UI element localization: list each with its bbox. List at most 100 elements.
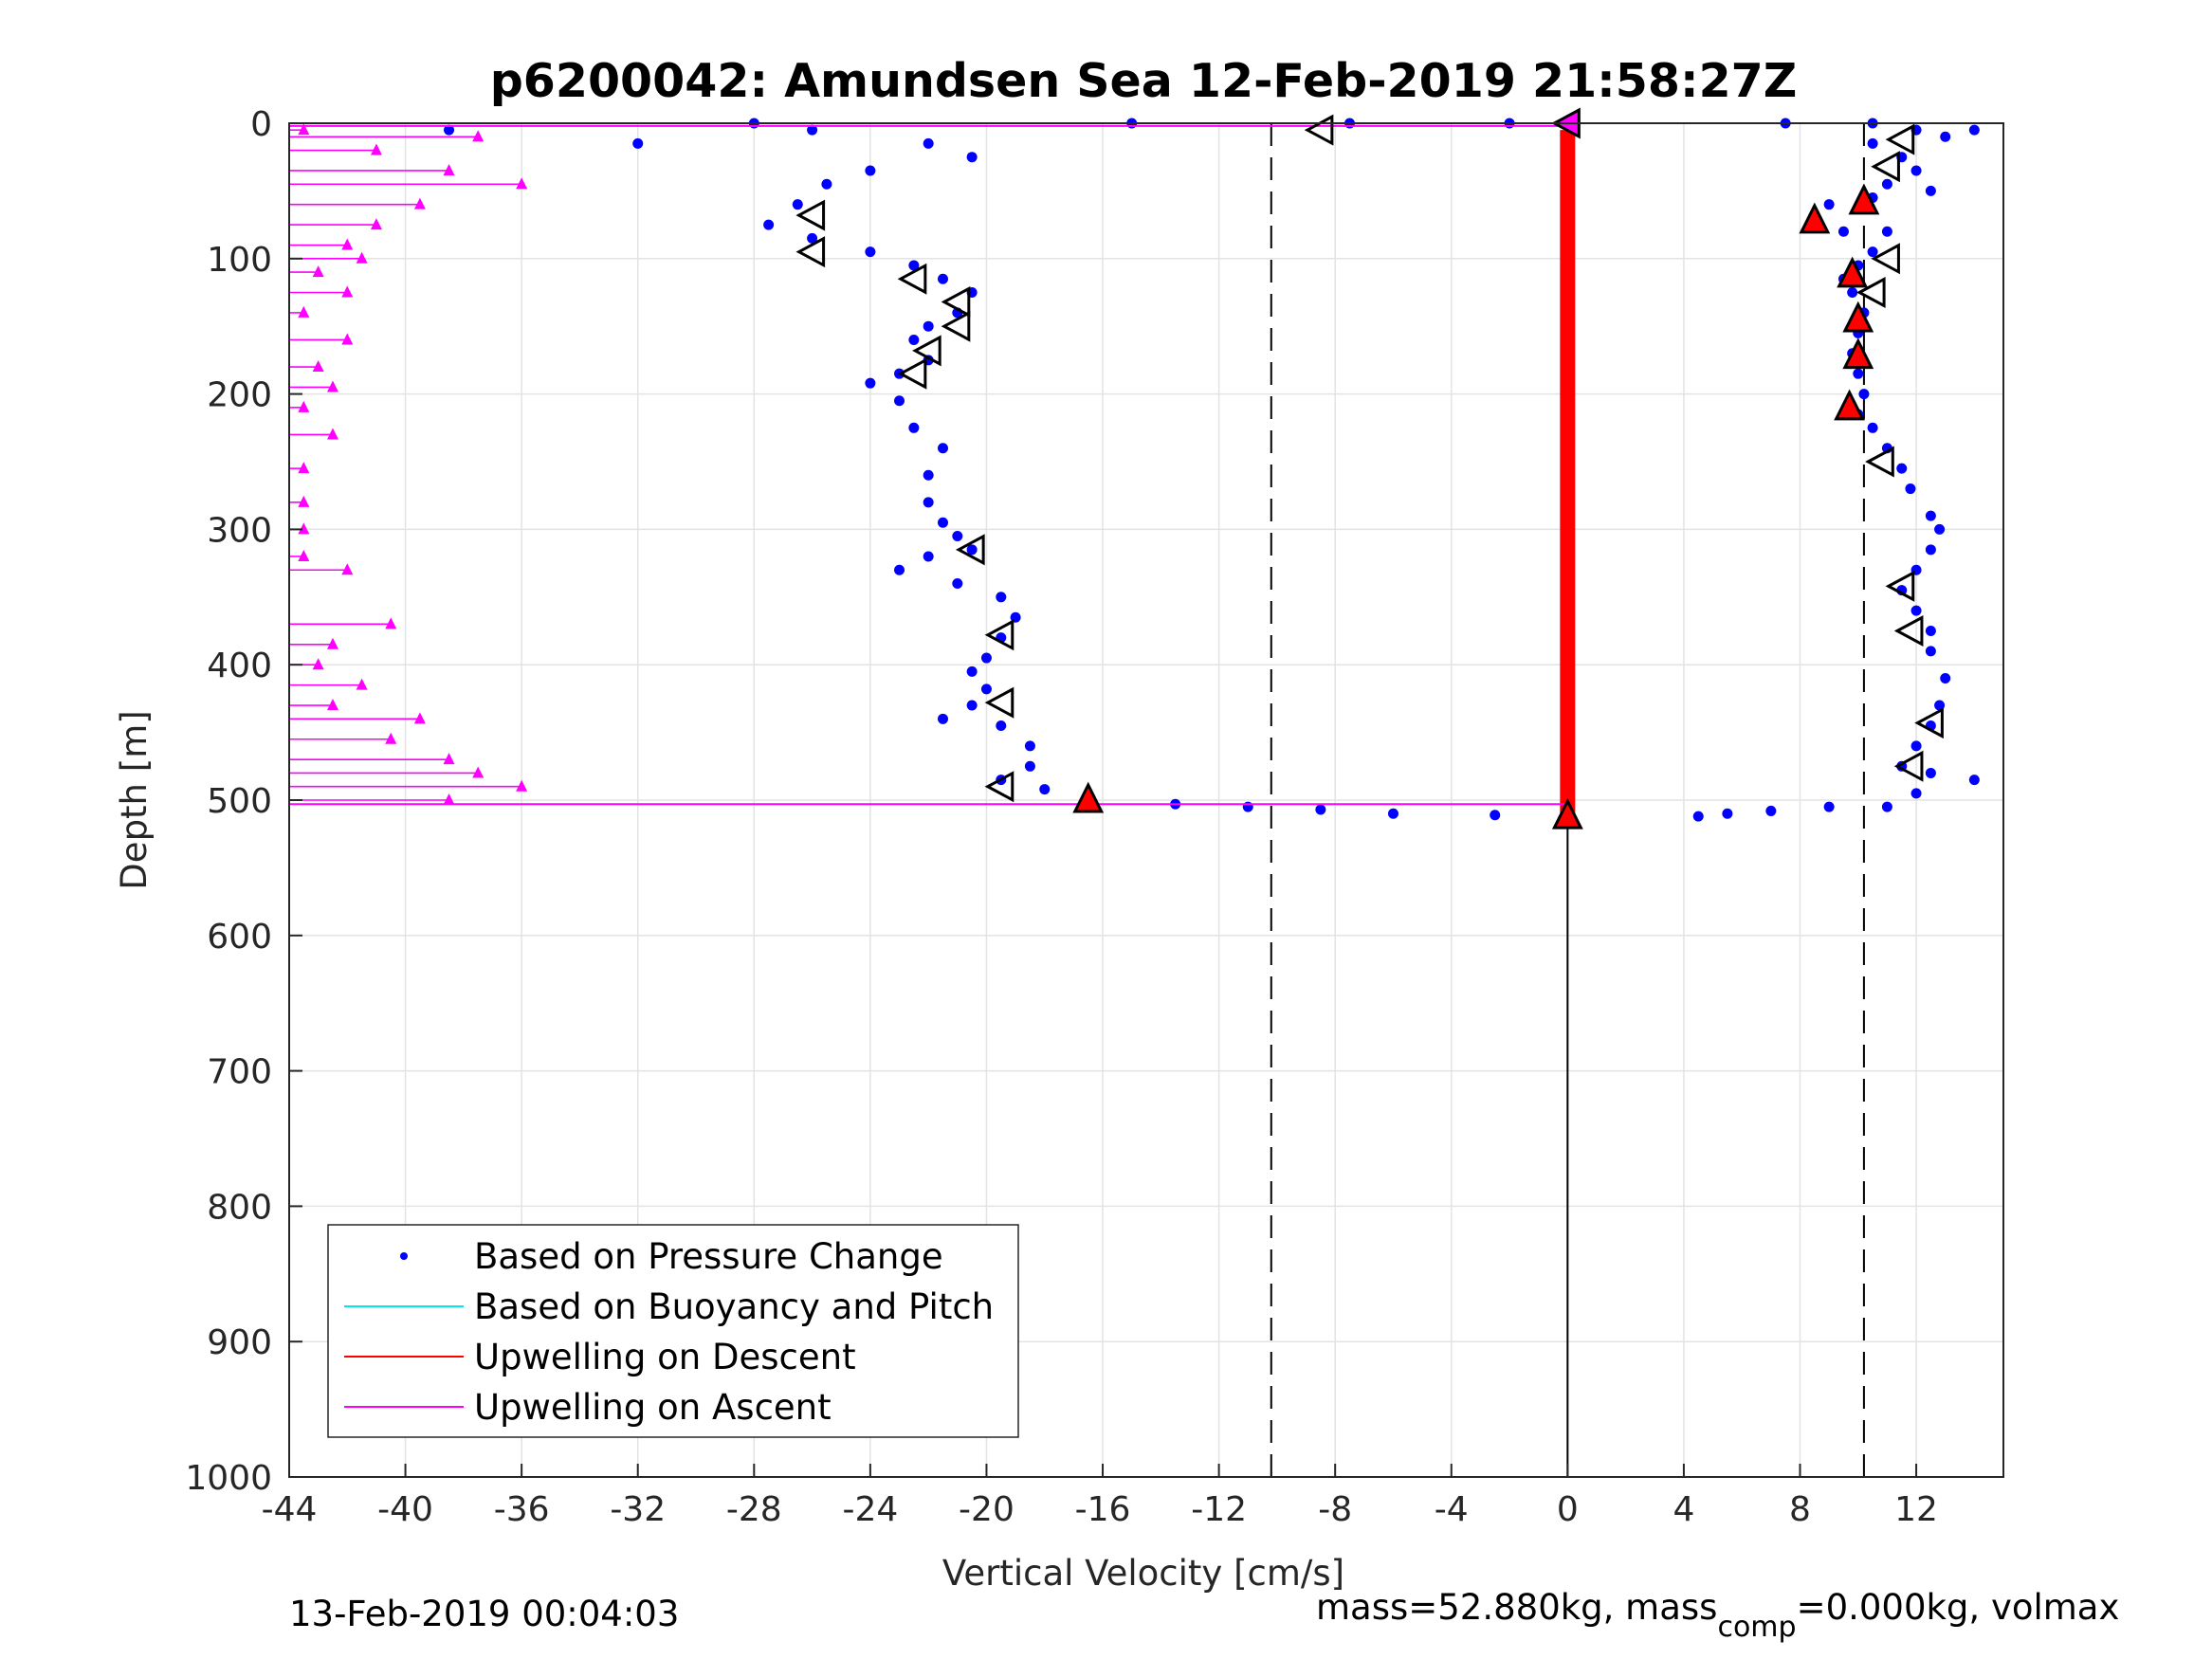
pressure-change-point	[923, 137, 934, 149]
pressure-change-point	[908, 334, 920, 345]
upwelling-ascent-point	[298, 305, 310, 318]
y-tick-label: 0	[250, 105, 272, 144]
upwelling-ascent-point	[516, 177, 528, 190]
pressure-change-point	[1867, 137, 1878, 149]
pressure-change-point	[821, 178, 832, 190]
pressure-change-point	[923, 551, 934, 562]
upwelling-ascent-point	[341, 333, 354, 345]
pressure-change-point	[1837, 226, 1849, 237]
upwelling-ascent-point	[370, 218, 382, 230]
pressure-change-point	[1934, 523, 1946, 535]
pressure-change-point	[923, 497, 934, 508]
pressure-change-point	[1896, 463, 1908, 474]
pressure-change-point	[792, 199, 803, 210]
pressure-change-point	[1024, 740, 1035, 752]
open-triangle-marker	[1865, 446, 1894, 478]
pressure-change-point	[1910, 788, 1922, 799]
y-axis-ticks: 0 100 200 300 400 500 600 700 800 900 1000	[185, 105, 302, 1498]
pressure-change-point	[1867, 246, 1878, 258]
pressure-change-point	[1925, 646, 1936, 657]
series-layer	[289, 118, 1980, 822]
x-tick-label: 4	[1673, 1490, 1694, 1529]
pressure-change-point	[1024, 760, 1035, 772]
filled-triangle-marker	[1551, 797, 1583, 830]
pressure-change-point	[1925, 626, 1936, 636]
x-tick-label: 0	[1557, 1490, 1579, 1529]
footer-timestamp: 13-Feb-2019 00:04:03	[289, 1594, 679, 1634]
legend-label-upwelling-ascent: Upwelling on Ascent	[474, 1387, 832, 1428]
upwelling-ascent-point	[413, 712, 426, 724]
upwelling-ascent-point	[298, 495, 310, 507]
pressure-change-point	[937, 713, 948, 724]
upwelling-ascent-point	[385, 732, 397, 744]
x-tick-label: -36	[494, 1490, 550, 1529]
legend: Based on Pressure Change Based on Buoyan…	[327, 1224, 1019, 1438]
pressure-change-point	[1940, 131, 1951, 142]
pressure-change-point	[966, 544, 978, 556]
footer-mass-suffix: =0.000kg, volmax	[1797, 1587, 2120, 1628]
upwelling-ascent-point	[298, 522, 310, 535]
open-triangle-marker	[941, 285, 971, 319]
open-triangle-marker	[1914, 707, 1944, 739]
filled-triangle-marker	[1842, 301, 1874, 333]
y-tick-label: 400	[207, 647, 272, 685]
pressure-change-point	[923, 320, 934, 332]
legend-label-pressure: Based on Pressure Change	[474, 1236, 943, 1277]
upwelling-ascent-point	[326, 699, 338, 711]
pressure-change-point	[865, 246, 876, 258]
footer-mass-prefix: mass=52.880kg, mass	[1316, 1587, 1717, 1628]
y-tick-label: 100	[207, 241, 272, 280]
x-tick-label: -20	[959, 1490, 1015, 1529]
upwelling-ascent-point	[341, 238, 354, 250]
filled-triangle-marker	[1837, 256, 1869, 288]
pressure-change-point	[908, 422, 920, 433]
chart-title: p6200042: Amundsen Sea 12-Feb-2019 21:58…	[490, 54, 1798, 108]
y-tick-label: 300	[207, 511, 272, 550]
x-tick-label: -12	[1191, 1490, 1247, 1529]
y-tick-label: 1000	[185, 1459, 272, 1498]
x-axis-ticks: -44 -40 -36 -32 -28 -24 -20 -16 -12 -8 -4 0 4 8 12	[262, 1464, 1938, 1529]
upwelling-ascent-point	[472, 130, 484, 142]
open-triangle-marker	[984, 619, 1015, 651]
upwelling-ascent-point	[413, 197, 426, 210]
pressure-change-point	[937, 273, 948, 284]
legend-label-upwelling-descent: Upwelling on Descent	[474, 1337, 856, 1377]
pressure-change-point	[1039, 784, 1051, 795]
open-triangle-marker	[912, 335, 941, 367]
pressure-change-point	[1925, 544, 1936, 556]
pressure-change-point	[1940, 672, 1951, 684]
pressure-change-point	[1881, 801, 1892, 812]
open-triangle-marker	[1885, 570, 1915, 602]
x-tick-label: -4	[1435, 1490, 1469, 1529]
pressure-change-point	[1490, 810, 1501, 821]
pressure-change-point	[807, 232, 818, 244]
upwelling-ascent-point	[443, 753, 455, 765]
upwelling-ascent-point	[443, 793, 455, 805]
pressure-change-point	[444, 124, 455, 136]
y-tick-label: 600	[207, 918, 272, 957]
x-tick-label: -28	[726, 1490, 782, 1529]
upwelling-ascent-point	[341, 285, 354, 298]
filled-triangle-marker	[1842, 337, 1874, 370]
pressure-change-point	[1722, 808, 1733, 819]
pressure-change-point	[1905, 483, 1916, 495]
pressure-change-point	[908, 260, 920, 271]
y-tick-label: 500	[207, 782, 272, 821]
pressure-change-point	[1315, 804, 1326, 815]
open-triangle-marker	[1871, 243, 1900, 275]
pressure-change-point	[1881, 226, 1892, 237]
pressure-change-point	[632, 137, 644, 149]
open-triangle-marker	[941, 310, 971, 342]
open-triangle-marker	[984, 686, 1015, 719]
pressure-change-point	[996, 592, 1007, 603]
upwelling-ascent-point	[341, 563, 354, 575]
y-tick-label: 700	[207, 1053, 272, 1092]
x-tick-label: 12	[1894, 1490, 1938, 1529]
pressure-change-point	[980, 652, 992, 664]
marker-layer	[795, 107, 1944, 830]
pressure-change-point	[923, 469, 934, 481]
pressure-change-point	[937, 517, 948, 528]
legend-marker-pressure	[400, 1252, 408, 1260]
pressure-change-point	[1823, 801, 1835, 812]
upwelling-ascent-point	[356, 678, 368, 690]
